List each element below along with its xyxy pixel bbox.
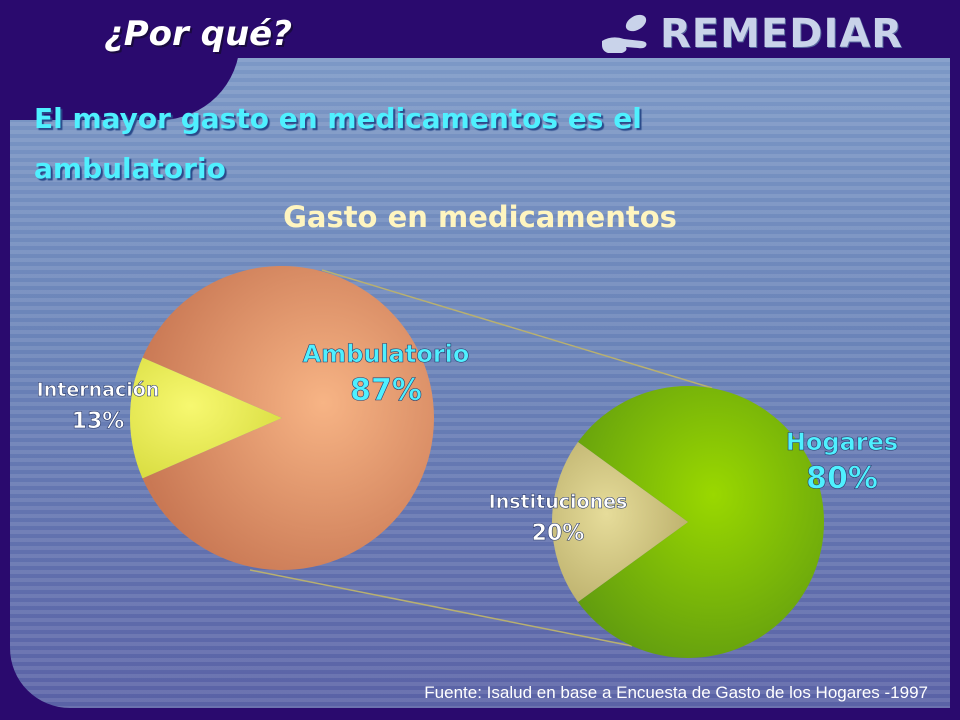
pie-value-instituciones: 20% [532,521,585,546]
pie-labels: Ambulatorio 87% Internación 13% Hogares 80% In… [36,340,898,547]
remediar-logo: REMEDIAR [598,8,950,60]
pie-connector-lines [249,269,713,647]
slide-subtitle: El mayor gasto en medicamentos es el amb… [34,102,642,185]
pie-slice-internacion [130,357,282,479]
pie-label-internacion: Internación [37,379,160,401]
pie-slice-instituciones [552,442,688,602]
pie-ambulatorio-breakdown [552,385,824,658]
pie-label-instituciones: Instituciones [489,491,628,513]
connector-line-bottom [249,569,633,647]
pie-slice-hogares [577,385,824,658]
source-note: Fuente: Isalud en base a Encuesta de Gas… [424,683,928,702]
pie-value-internacion: 13% [72,409,125,434]
pie-value-ambulatorio: 87% [350,373,422,408]
pie-label-ambulatorio: Ambulatorio [303,340,470,368]
pie-value-hogares: 80% [806,461,878,496]
logo-text: REMEDIAR [660,11,904,57]
hand-pill-icon [602,14,647,53]
connector-line-top [321,269,713,389]
pie-gasto-medicamentos [130,266,435,570]
pie-label-hogares: Hogares [786,428,898,456]
slide-title: ¿Por qué? [104,14,292,54]
pie-slice-ambulatorio [142,266,435,570]
corner-shape [0,0,240,120]
chart-title: Gasto en medicamentos [283,200,677,234]
